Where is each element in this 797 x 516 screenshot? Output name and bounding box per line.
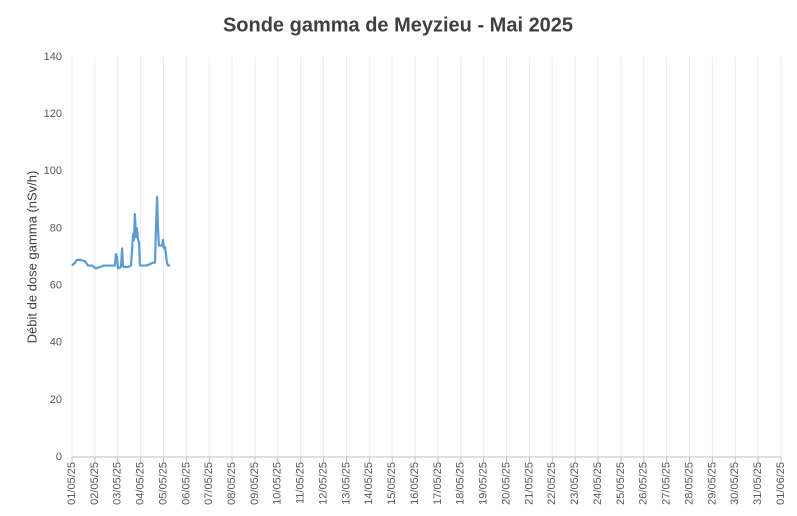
x-tick-label: 28/05/25 [683, 462, 695, 505]
x-tick-label: 20/05/25 [500, 462, 512, 505]
x-tick-label: 06/05/25 [180, 462, 192, 505]
x-tick-label: 17/05/25 [432, 462, 444, 505]
chart-title: Sonde gamma de Meyzieu - Mai 2025 [223, 14, 573, 36]
x-tick-label: 01/06/25 [775, 462, 787, 505]
x-tick-label: 24/05/25 [592, 462, 604, 505]
x-tick-label: 22/05/25 [546, 462, 558, 505]
y-tick-label: 80 [50, 222, 62, 234]
y-tick-label: 0 [56, 451, 62, 463]
x-tick-label: 21/05/25 [523, 462, 535, 505]
x-tick-label: 10/05/25 [272, 462, 284, 505]
y-tick-label: 20 [50, 394, 62, 406]
x-tick-label: 12/05/25 [317, 462, 329, 505]
x-tick-label: 18/05/25 [455, 462, 467, 505]
x-tick-label: 27/05/25 [661, 462, 673, 505]
x-tick-label: 19/05/25 [478, 462, 490, 505]
x-tick-label: 29/05/25 [706, 462, 718, 505]
x-tick-label: 15/05/25 [386, 462, 398, 505]
x-tick-label: 09/05/25 [249, 462, 261, 505]
x-tick-label: 03/05/25 [112, 462, 124, 505]
x-tick-label: 11/05/25 [295, 462, 307, 504]
x-tick-label: 23/05/25 [569, 462, 581, 505]
x-tick-label: 01/05/25 [66, 462, 78, 505]
x-tick-label: 25/05/25 [615, 462, 627, 505]
x-tick-label: 14/05/25 [363, 462, 375, 505]
x-tick-label: 05/05/25 [157, 462, 169, 505]
x-tick-label: 08/05/25 [226, 462, 238, 505]
data-line [71, 195, 171, 270]
y-tick-label: 140 [44, 51, 62, 63]
y-axis-label: Débit de dose gamma (nSv/h) [24, 171, 39, 344]
x-tick-label: 04/05/25 [135, 462, 147, 505]
x-tick-label: 16/05/25 [409, 462, 421, 505]
y-tick-label: 120 [44, 108, 62, 120]
y-tick-label: 60 [50, 279, 62, 291]
y-tick-label: 40 [50, 337, 62, 349]
x-tick-label: 26/05/25 [638, 462, 650, 505]
y-tick-label: 100 [44, 165, 62, 177]
x-tick-label: 07/05/25 [203, 462, 215, 505]
x-tick-label: 02/05/25 [89, 462, 101, 505]
x-tick-label: 13/05/25 [340, 462, 352, 505]
x-tick-label: 31/05/25 [752, 462, 764, 505]
x-tick-label: 30/05/25 [729, 462, 741, 505]
